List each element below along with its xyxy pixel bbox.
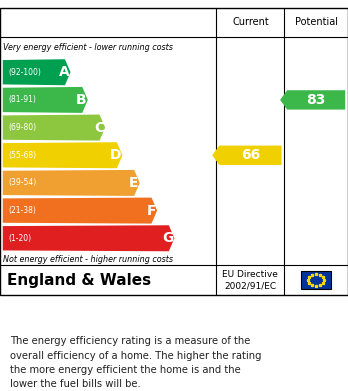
Text: G: G xyxy=(162,231,173,245)
Text: B: B xyxy=(76,93,87,107)
Text: D: D xyxy=(110,148,121,162)
Polygon shape xyxy=(3,115,105,141)
Polygon shape xyxy=(3,87,88,113)
Text: Not energy efficient - higher running costs: Not energy efficient - higher running co… xyxy=(3,255,174,264)
Text: Very energy efficient - lower running costs: Very energy efficient - lower running co… xyxy=(3,43,173,52)
Polygon shape xyxy=(3,59,71,85)
Text: (1-20): (1-20) xyxy=(8,234,31,243)
Polygon shape xyxy=(280,90,345,109)
Text: A: A xyxy=(59,65,70,79)
Text: (81-91): (81-91) xyxy=(8,95,36,104)
Text: E: E xyxy=(129,176,139,190)
Text: Current: Current xyxy=(232,17,269,27)
Text: 66: 66 xyxy=(241,148,260,162)
Text: The energy efficiency rating is a measure of the
overall efficiency of a home. T: The energy efficiency rating is a measur… xyxy=(10,336,262,389)
Polygon shape xyxy=(3,197,157,224)
Text: F: F xyxy=(147,204,156,217)
Text: C: C xyxy=(94,120,104,135)
Polygon shape xyxy=(3,225,174,251)
Text: England & Wales: England & Wales xyxy=(7,273,151,288)
Text: EU Directive
2002/91/EC: EU Directive 2002/91/EC xyxy=(222,270,278,291)
Text: Potential: Potential xyxy=(295,17,338,27)
Text: (39-54): (39-54) xyxy=(8,178,36,187)
Text: (92-100): (92-100) xyxy=(8,68,41,77)
FancyBboxPatch shape xyxy=(301,271,331,289)
Text: 83: 83 xyxy=(307,93,326,107)
Text: (69-80): (69-80) xyxy=(8,123,36,132)
Polygon shape xyxy=(3,170,140,196)
Text: (21-38): (21-38) xyxy=(8,206,36,215)
Polygon shape xyxy=(3,142,122,168)
Text: (55-68): (55-68) xyxy=(8,151,36,160)
Polygon shape xyxy=(212,145,282,165)
